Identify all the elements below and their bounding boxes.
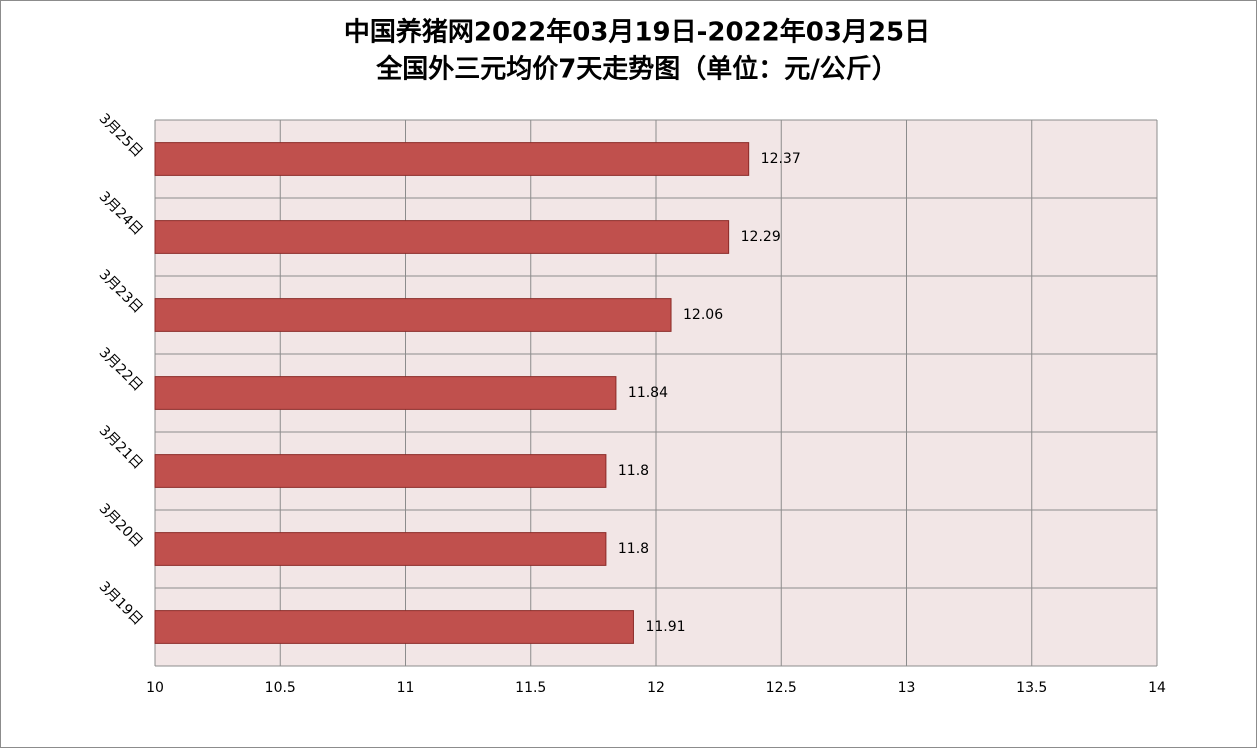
bar xyxy=(154,142,750,176)
data-label: 12.29 xyxy=(741,229,781,245)
bar xyxy=(154,376,617,410)
chart-title: 全国外三元均价7天走势图（单位：元/公斤） xyxy=(375,54,898,85)
data-label: 12.37 xyxy=(761,151,801,167)
x-tick-label: 10.5 xyxy=(265,680,296,696)
x-tick-label: 14 xyxy=(1148,680,1166,696)
x-tick-label: 12.5 xyxy=(766,680,797,696)
data-label: 12.06 xyxy=(683,307,723,323)
bar xyxy=(154,454,607,488)
x-tick-label: 13.5 xyxy=(1016,680,1047,696)
data-label: 11.8 xyxy=(618,463,649,479)
data-label: 11.84 xyxy=(628,385,668,401)
x-tick-label: 11.5 xyxy=(515,680,546,696)
x-tick-label: 10 xyxy=(146,680,164,696)
data-label: 11.8 xyxy=(618,541,649,557)
bar xyxy=(154,610,634,644)
chart-title: 中国养猪网2022年03月19日-2022年03月25日 xyxy=(344,17,930,48)
bar xyxy=(154,532,607,566)
x-tick-label: 11 xyxy=(397,680,415,696)
bar xyxy=(154,298,672,332)
data-label: 11.91 xyxy=(645,619,685,635)
x-tick-label: 13 xyxy=(898,680,916,696)
bar xyxy=(154,220,730,254)
x-tick-label: 12 xyxy=(647,680,665,696)
